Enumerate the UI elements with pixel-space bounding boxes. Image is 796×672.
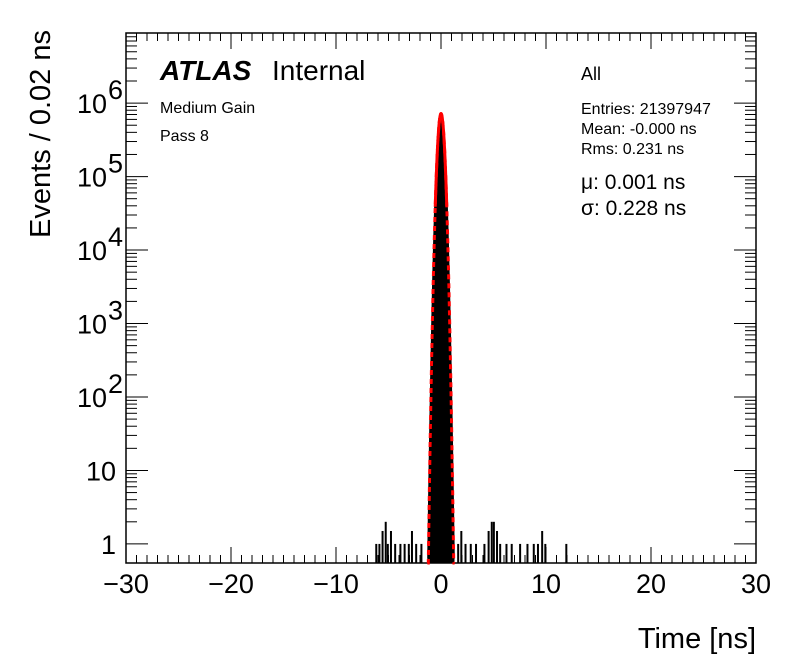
histogram-bin xyxy=(487,530,490,563)
y-tick-label: 10 2 xyxy=(77,369,123,413)
histogram-bin xyxy=(505,543,508,563)
fit-sigma: σ: 0.228 ns xyxy=(581,197,686,220)
y-tick-base: 10 xyxy=(77,89,107,119)
stats-rms: Rms: 0.231 ns xyxy=(581,141,684,158)
y-tick-base: 1 xyxy=(101,530,116,560)
y-tick-label: 10 4 xyxy=(77,222,123,266)
y-tick-base: 10 xyxy=(86,456,116,486)
histogram-bin xyxy=(403,543,406,563)
histogram-bin xyxy=(410,530,413,563)
histogram-bin xyxy=(526,543,529,563)
y-tick-base: 10 xyxy=(77,236,107,266)
histogram-bin xyxy=(510,543,513,563)
x-tick-label: −20 xyxy=(208,569,254,599)
selection-label: All xyxy=(581,64,601,84)
y-tick-base: 10 xyxy=(77,163,107,193)
y-tick-exponent: 4 xyxy=(108,222,123,252)
x-tick-label: −10 xyxy=(313,569,359,599)
histogram-bin xyxy=(490,521,493,563)
histogram-bin xyxy=(469,543,472,563)
stats-mean: Mean: -0.000 ns xyxy=(581,121,697,138)
x-tick-label: 10 xyxy=(531,569,561,599)
histogram-bin xyxy=(496,530,499,563)
histogram-bin xyxy=(394,543,397,563)
histogram-bin xyxy=(544,543,547,563)
histogram-bin xyxy=(378,543,381,563)
histogram-bin xyxy=(415,543,418,563)
histogram-bin xyxy=(565,543,568,563)
y-tick-exponent: 3 xyxy=(108,296,123,326)
histogram-bin xyxy=(386,543,389,563)
y-tick-label: 10 5 xyxy=(77,149,123,193)
x-tick-label: 20 xyxy=(636,569,666,599)
atlas-label: ATLAS xyxy=(159,55,252,86)
histogram-bin xyxy=(399,543,402,563)
y-tick-exponent: 2 xyxy=(108,369,123,399)
histogram-bin xyxy=(499,543,502,563)
histogram-bin xyxy=(381,530,384,563)
histogram-bin xyxy=(475,543,478,563)
histogram-bin xyxy=(532,543,535,563)
y-tick-label: 10 3 xyxy=(77,296,123,340)
y-axis-title: Events / 0.02 ns xyxy=(25,30,57,238)
gaussian-fit xyxy=(426,112,456,565)
histogram-bin xyxy=(420,543,423,563)
internal-label: Internal xyxy=(272,55,365,86)
fit-curve xyxy=(433,112,449,207)
y-tick-label: 10 6 xyxy=(77,75,123,119)
y-tick-base: 10 xyxy=(77,310,107,340)
histogram-bin xyxy=(492,521,495,563)
y-tick-label: 10 xyxy=(86,456,116,486)
y-tick-exponent: 5 xyxy=(108,149,123,179)
histogram-bin xyxy=(519,543,522,563)
x-axis-title: Time [ns] xyxy=(638,623,756,655)
histogram-bin xyxy=(375,543,378,563)
fit-mu: μ: 0.001 ns xyxy=(581,171,685,194)
histogram-bin xyxy=(483,543,486,563)
histogram-bin xyxy=(536,543,539,563)
histogram-series xyxy=(375,112,568,563)
gain-label: Medium Gain xyxy=(160,100,255,117)
histogram-bin xyxy=(457,543,460,563)
histogram-bin xyxy=(460,530,463,563)
histogram-bin xyxy=(384,521,387,563)
pass-label: Pass 8 xyxy=(160,128,209,145)
histogram-bin xyxy=(389,530,392,563)
histogram-bin xyxy=(464,543,467,563)
axis-ticks xyxy=(125,32,757,563)
x-tick-label: −30 xyxy=(103,569,149,599)
y-tick-base: 10 xyxy=(77,383,107,413)
stats-entries: Entries: 21397947 xyxy=(581,101,711,118)
y-tick-exponent: 6 xyxy=(108,75,123,105)
x-tick-label: 30 xyxy=(741,569,771,599)
x-tick-label: 0 xyxy=(433,569,448,599)
x-tick-labels: −30 −20 −10 0 10 20 30 xyxy=(103,569,771,599)
y-tick-label: 1 xyxy=(101,530,116,560)
histogram-bin xyxy=(407,543,410,563)
histogram-bin xyxy=(541,530,544,563)
